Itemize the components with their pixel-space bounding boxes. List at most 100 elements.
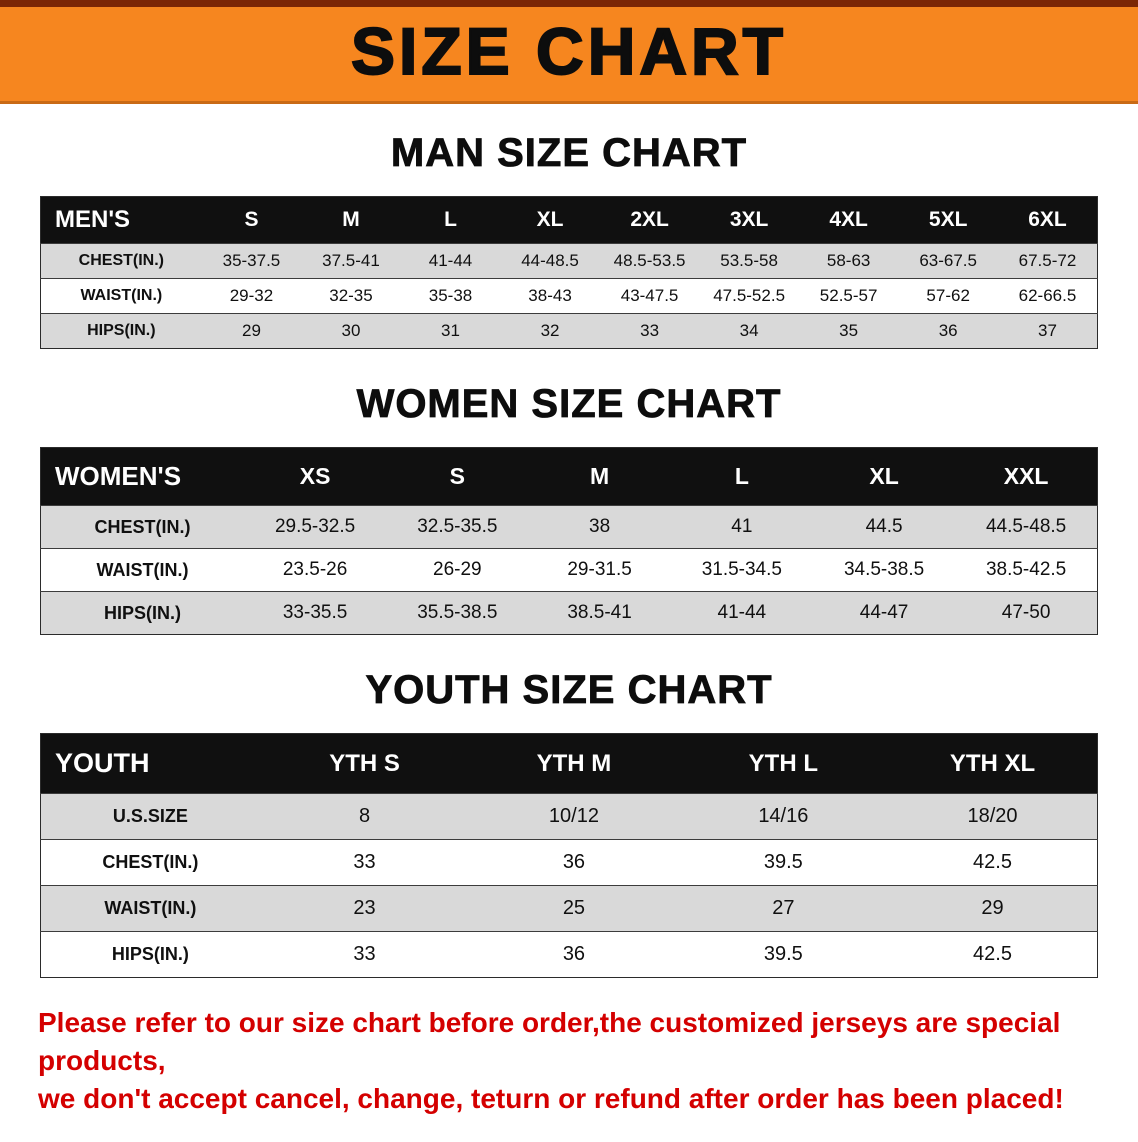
notice-line-1: Please refer to our size chart before or… [38,1007,1061,1076]
size-column-header: XL [500,196,600,244]
measurement-value: 35-37.5 [201,243,302,279]
table-row: U.S.SIZE 8 10/12 14/16 18/20 [40,793,1098,840]
measurement-label: CHEST(IN.) [40,839,260,886]
women-size-table: WOMEN'S XS S M L XL XXL CHEST(IN.) 29.5-32.5 32.5… [40,447,1098,635]
size-column-header: M [528,447,671,506]
measurement-value: 29.5-32.5 [243,505,387,549]
measurement-value: 26-29 [386,548,529,592]
size-column-header: YTH S [259,733,470,794]
measurement-value: 58-63 [798,243,899,279]
measurement-label: WAIST(IN.) [40,548,244,592]
measurement-value: 37 [997,313,1098,349]
measurement-label: HIPS(IN.) [40,931,260,978]
measurement-value: 63-67.5 [898,243,998,279]
measurement-value: 36 [469,839,679,886]
banner: SIZE CHART [0,0,1138,104]
measurement-value: 25 [469,885,679,932]
size-column-header: 4XL [798,196,899,244]
measurement-label: WAIST(IN.) [40,885,260,932]
measurement-value: 32-35 [301,278,401,314]
size-column-header: L [670,447,813,506]
measurement-value: 33 [259,931,470,978]
measurement-value: 41 [670,505,813,549]
measurement-value: 35.5-38.5 [386,591,529,635]
measurement-value: 29-31.5 [528,548,671,592]
size-chart-sections: MAN SIZE CHART MEN'S S M L XL 2XL 3XL 4XL 5XL 6XL C… [0,130,1138,978]
men-size-chart-heading: MAN SIZE CHART [390,131,748,176]
measurement-value: 8 [259,793,470,840]
measurement-value: 18/20 [888,793,1098,840]
table-row: WAIST(IN.) 29-32 32-35 35-38 38-43 43-47.5 47.… [40,278,1098,314]
women-header-row: WOMEN'S XS S M L XL XXL [40,447,1098,506]
size-column-header: L [400,196,501,244]
measurement-value: 57-62 [898,278,998,314]
footer-notice: Please refer to our size chart before or… [0,984,1138,1142]
measurement-value: 10/12 [469,793,679,840]
table-row: HIPS(IN.) 33 36 39.5 42.5 [40,931,1098,978]
table-row: WAIST(IN.) 23.5-26 26-29 29-31.5 31.5-34.5 34… [40,548,1098,592]
table-row: CHEST(IN.) 35-37.5 37.5-41 41-44 44-48.5 48.5… [40,243,1098,279]
measurement-value: 14/16 [678,793,889,840]
measurement-value: 38.5-42.5 [955,548,1098,592]
size-column-header: M [301,196,401,244]
youth-table-title: YOUTH [40,733,260,794]
size-column-header: 6XL [997,196,1098,244]
measurement-value: 41-44 [400,243,501,279]
measurement-value: 39.5 [678,931,889,978]
women-size-chart-heading: WOMEN SIZE CHART [356,382,782,427]
measurement-value: 36 [898,313,998,349]
measurement-value: 23 [259,885,470,932]
men-table-title: MEN'S [40,196,202,244]
measurement-value: 47-50 [955,591,1098,635]
measurement-value: 44.5 [812,505,956,549]
measurement-value: 36 [469,931,679,978]
measurement-value: 67.5-72 [997,243,1098,279]
size-column-header: YTH L [678,733,889,794]
measurement-value: 29 [888,885,1098,932]
measurement-value: 29-32 [201,278,302,314]
size-column-header: 5XL [898,196,998,244]
size-column-header: XXL [955,447,1098,506]
measurement-value: 33 [259,839,470,886]
measurement-value: 35 [798,313,899,349]
measurement-value: 43-47.5 [599,278,700,314]
measurement-value: 23.5-26 [243,548,387,592]
measurement-value: 52.5-57 [798,278,899,314]
table-row: HIPS(IN.) 29 30 31 32 33 34 35 36 37 [40,313,1098,349]
measurement-value: 48.5-53.5 [599,243,700,279]
size-column-header: YTH XL [888,733,1098,794]
measurement-value: 27 [678,885,889,932]
size-column-header: 2XL [599,196,700,244]
measurement-value: 47.5-52.5 [699,278,799,314]
notice-line-2: we don't accept cancel, change, teturn o… [38,1083,1064,1114]
table-row: CHEST(IN.) 29.5-32.5 32.5-35.5 38 41 44.5 44.5… [40,505,1098,549]
measurement-label: HIPS(IN.) [40,313,202,349]
measurement-value: 37.5-41 [301,243,401,279]
measurement-label: HIPS(IN.) [40,591,244,635]
youth-size-chart-heading: YOUTH SIZE CHART [365,668,773,713]
table-row: WAIST(IN.) 23 25 27 29 [40,885,1098,932]
size-column-header: YTH M [469,733,679,794]
measurement-value: 34.5-38.5 [812,548,956,592]
women-table-title: WOMEN'S [40,447,244,506]
measurement-label: CHEST(IN.) [40,243,202,279]
measurement-label: WAIST(IN.) [40,278,202,314]
size-column-header: S [201,196,302,244]
measurement-value: 53.5-58 [699,243,799,279]
size-column-header: XL [812,447,956,506]
measurement-value: 44-48.5 [500,243,600,279]
measurement-value: 30 [301,313,401,349]
measurement-value: 41-44 [670,591,813,635]
size-column-header: XS [243,447,387,506]
measurement-value: 42.5 [888,839,1098,886]
page-title: SIZE CHART [350,14,787,88]
table-row: HIPS(IN.) 33-35.5 35.5-38.5 38.5-41 41-44 44-… [40,591,1098,635]
measurement-value: 39.5 [678,839,889,886]
men-header-row: MEN'S S M L XL 2XL 3XL 4XL 5XL 6XL [40,196,1098,244]
youth-size-table: YOUTH YTH S YTH M YTH L YTH XL U.S.SIZE 8 10/12… [40,733,1098,978]
measurement-value: 32 [500,313,600,349]
measurement-value: 38.5-41 [528,591,671,635]
measurement-value: 31.5-34.5 [670,548,813,592]
measurement-value: 44.5-48.5 [955,505,1098,549]
